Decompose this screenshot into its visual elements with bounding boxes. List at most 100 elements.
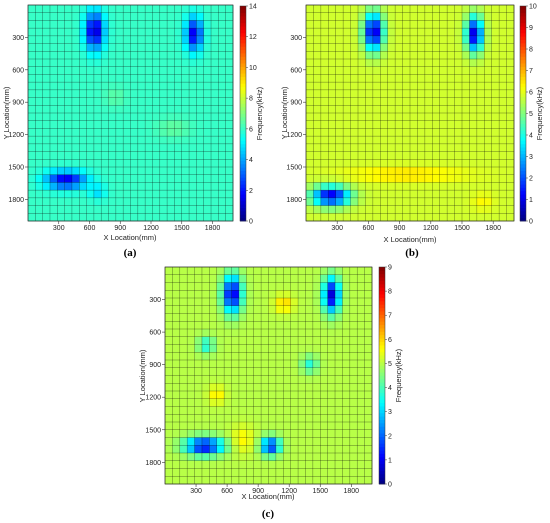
heatmap-cell — [196, 113, 205, 122]
colorbar-segment — [520, 194, 526, 198]
heatmap-cell — [130, 213, 139, 222]
heatmap-cell — [145, 20, 153, 29]
heatmap-cell — [201, 375, 210, 384]
heatmap-cell — [79, 35, 87, 44]
heatmap-cell — [290, 336, 299, 345]
heatmap-cell — [172, 445, 181, 454]
heatmap-cell — [417, 213, 426, 222]
heatmap-cell — [179, 437, 188, 446]
heatmap-cell — [320, 128, 329, 137]
heatmap-cell — [57, 205, 65, 214]
colorbar-segment — [240, 140, 246, 145]
heatmap-cell — [187, 414, 195, 423]
heatmap-cell — [454, 205, 463, 214]
heatmap-cell — [305, 398, 314, 407]
heatmap-cell — [187, 375, 195, 384]
heatmap-cell — [364, 298, 373, 307]
heatmap-cell — [454, 89, 463, 98]
heatmap-cell — [275, 267, 284, 276]
heatmap-cell — [261, 282, 269, 291]
heatmap-cell — [290, 298, 299, 307]
colorbar-segment — [520, 53, 526, 57]
heatmap-cell — [305, 460, 314, 469]
heatmap-cell — [165, 429, 173, 438]
heatmap-cell — [203, 89, 212, 98]
x-tick-label: 1500 — [174, 225, 190, 232]
heatmap-cell — [380, 174, 389, 183]
heatmap-cell — [439, 12, 448, 21]
heatmap-cell — [335, 182, 344, 191]
heatmap-cell — [395, 182, 403, 191]
heatmap-cell — [343, 51, 351, 60]
heatmap-cell — [424, 59, 433, 68]
heatmap-cell — [201, 437, 210, 446]
heatmap-cell — [145, 82, 153, 91]
heatmap-cell — [130, 159, 139, 168]
heatmap-cell — [201, 344, 210, 353]
heatmap-cell — [203, 143, 212, 152]
heatmap-cell — [115, 51, 124, 60]
heatmap-cell — [101, 113, 109, 122]
heatmap-cell — [231, 336, 240, 345]
heatmap-cell — [165, 398, 173, 407]
colorbar-segment — [520, 167, 526, 172]
heatmap-cell — [275, 445, 284, 454]
heatmap-cell — [218, 105, 226, 114]
heatmap-cell — [298, 305, 306, 314]
heatmap-cell — [225, 89, 234, 98]
heatmap-cell — [115, 20, 124, 29]
heatmap-cell — [172, 406, 181, 415]
heatmap-cell — [454, 113, 463, 122]
heatmap-cell — [499, 174, 507, 183]
colorbar-segment — [379, 450, 385, 454]
heatmap-cell — [357, 445, 365, 454]
heatmap-cell — [187, 282, 195, 291]
heatmap-cell — [123, 66, 131, 75]
heatmap-cell — [209, 367, 218, 376]
heatmap-cell — [115, 89, 124, 98]
heatmap-cell — [306, 35, 314, 44]
heatmap-cell — [349, 460, 358, 469]
colorbar-segment — [520, 177, 526, 182]
heatmap-cell — [57, 35, 65, 44]
heatmap-cell — [187, 305, 195, 314]
heatmap-cell — [476, 66, 485, 75]
heatmap-cell — [380, 105, 389, 114]
heatmap-cell — [159, 174, 168, 183]
heatmap-cell — [364, 321, 373, 330]
heatmap-cell — [349, 383, 358, 392]
heatmap-cell — [432, 128, 441, 137]
heatmap-cell — [350, 128, 359, 137]
colorbar-tick-label: 4 — [388, 385, 392, 392]
colorbar-segment — [240, 200, 246, 205]
heatmap-cell — [313, 35, 322, 44]
heatmap-cell — [209, 422, 218, 431]
heatmap-cell — [320, 182, 329, 191]
heatmap-cell — [462, 82, 470, 91]
heatmap-cell — [365, 59, 374, 68]
heatmap-cell — [454, 174, 463, 183]
heatmap-cell — [238, 429, 247, 438]
heatmap-cell — [101, 12, 109, 21]
heatmap-cell — [167, 182, 175, 191]
heatmap-cell — [469, 159, 478, 168]
colorbar-segment — [520, 36, 526, 40]
colorbar-segment — [240, 103, 246, 108]
heatmap-cell — [130, 28, 139, 37]
heatmap-cell — [196, 151, 205, 160]
heatmap-cell — [123, 20, 131, 29]
heatmap-cell — [306, 105, 314, 114]
heatmap-cell — [201, 398, 210, 407]
heatmap-cell — [306, 113, 314, 122]
heatmap-cell — [402, 213, 411, 222]
heatmap-cell — [320, 313, 328, 322]
heatmap-cell — [174, 20, 183, 29]
heatmap-cell — [194, 298, 203, 307]
heatmap-cell — [439, 213, 448, 222]
heatmap-cell — [350, 82, 359, 91]
y-tick-label: 900 — [12, 100, 24, 107]
heatmap-cell — [343, 136, 351, 145]
heatmap-cell — [320, 190, 329, 199]
heatmap-cell — [365, 20, 374, 29]
heatmap-cell — [42, 120, 51, 129]
